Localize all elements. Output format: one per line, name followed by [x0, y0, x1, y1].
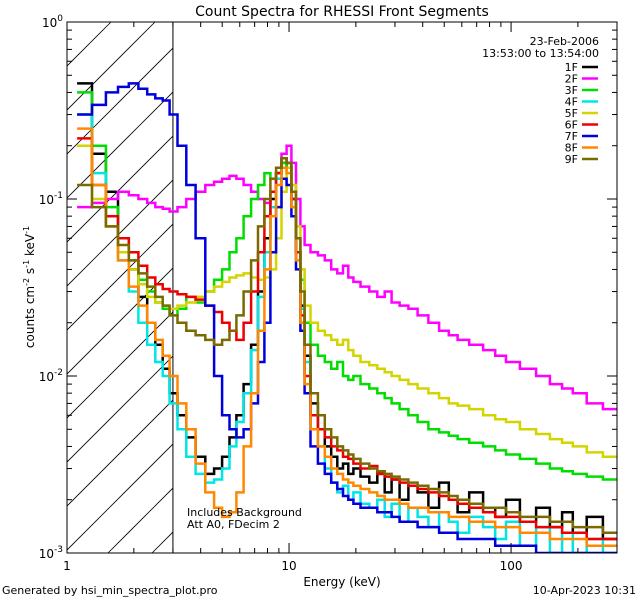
plot-frame — [66, 21, 618, 554]
annotation-attenuator: Att A0, FDecim 2 — [187, 518, 280, 531]
footer-generator: Generated by hsi_min_spectra_plot.pro — [2, 584, 218, 597]
hatch-line — [67, 399, 173, 507]
x-tick-label: 100 — [500, 559, 523, 573]
legend-label-2F: 2F — [565, 73, 578, 86]
legend-label-1F: 1F — [565, 61, 578, 74]
hatch-line — [416, 22, 640, 553]
x-tick-label: 1 — [63, 559, 71, 573]
legend-label-9F: 9F — [565, 153, 578, 166]
hatch-line — [67, 91, 173, 199]
hatch-line — [636, 22, 640, 553]
legend-label-4F: 4F — [565, 96, 578, 109]
hatch-line — [67, 22, 112, 67]
series-line-5F — [77, 144, 617, 458]
series-line-4F — [77, 113, 617, 553]
hatch-line — [67, 355, 173, 463]
hatch-line — [67, 223, 173, 331]
hatch-line — [592, 22, 640, 553]
legend-label-7F: 7F — [565, 130, 578, 143]
chart-title: Count Spectra for RHESSI Front Segments — [195, 4, 489, 20]
hatch-line — [67, 311, 173, 419]
hatch-line — [460, 22, 640, 553]
hatch-line — [372, 22, 640, 553]
annotation-background: Includes Background — [187, 506, 302, 519]
y-axis-label: counts cm-2 s-1 keV-1 — [22, 226, 37, 348]
y-tick-label: 10-3 — [39, 545, 63, 561]
series-line-1F — [77, 82, 617, 541]
date-label: 23-Feb-2006 — [530, 35, 599, 48]
hatch-line — [107, 487, 173, 553]
y-tick-label: 100 — [42, 14, 63, 30]
legend-label-6F: 6F — [565, 119, 578, 132]
series-line-9F — [77, 156, 617, 535]
hatch-line — [67, 47, 173, 155]
series-line-2F — [77, 144, 617, 411]
y-tick-label: 10-1 — [39, 191, 63, 207]
y-tick-label: 10-2 — [39, 368, 63, 384]
series-line-3F — [77, 91, 617, 481]
legend-label-8F: 8F — [565, 142, 578, 155]
shaded-region-hatch — [67, 22, 640, 553]
series-line-6F — [77, 137, 617, 541]
footer-timestamp: 10-Apr-2023 10:31 — [532, 584, 636, 597]
hatch-line — [67, 443, 173, 551]
time-range-label: 13:53:00 to 13:54:00 — [482, 47, 599, 60]
x-axis-label: Energy (keV) — [303, 575, 380, 589]
legend-label-3F: 3F — [565, 84, 578, 97]
series-line-8F — [77, 127, 617, 547]
x-tick-label: 10 — [281, 559, 296, 573]
legend-label-5F: 5F — [565, 107, 578, 120]
